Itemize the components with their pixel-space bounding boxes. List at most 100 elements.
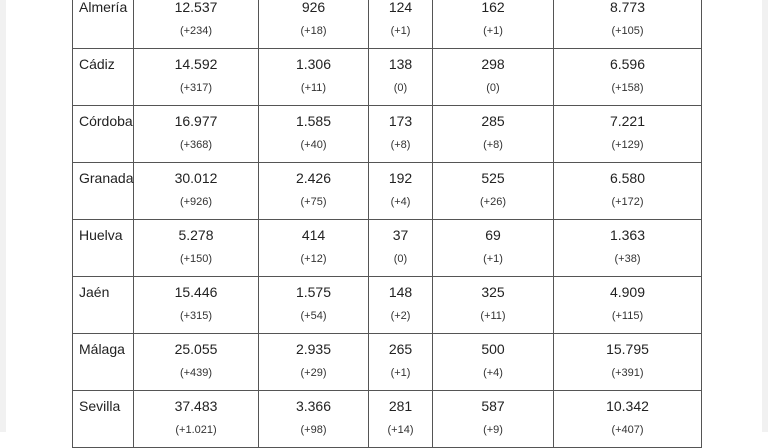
daily-change: (+98) [300, 424, 327, 436]
value-cell: 37 (0) [368, 219, 433, 277]
value-cell: 587 (+9) [432, 390, 554, 448]
daily-change: (+172) [611, 196, 644, 208]
value-cell: 15.446 (+315) [133, 276, 259, 334]
value-cell: 16.977 (+368) [133, 105, 259, 163]
daily-change: (+18) [300, 25, 327, 37]
table-row: Málaga 25.055 (+439) 2.935 (+29) 265 (+1) 500 (+… [72, 333, 702, 391]
province-cell: Córdoba [72, 105, 134, 163]
daily-change: (+439) [179, 367, 213, 379]
table-row: Jaén 15.446 (+315) 1.575 (+54) 148 (+2) 325 (+11… [72, 276, 702, 334]
total-value: 25.055 [174, 341, 218, 357]
daily-change: (+40) [300, 139, 327, 151]
value-cell: 298 (0) [432, 48, 554, 106]
value-cell: 1.363 (+38) [553, 219, 702, 277]
daily-change: (+1) [483, 25, 503, 37]
daily-change: (+234) [179, 25, 213, 37]
value-cell: 4.909 (+115) [553, 276, 702, 334]
daily-change: (0) [393, 82, 408, 94]
total-value: 138 [388, 56, 413, 72]
daily-change: (+2) [390, 310, 411, 322]
province-cell: Jaén [72, 276, 134, 334]
total-value: 265 [388, 341, 413, 357]
daily-change: (+1) [390, 367, 411, 379]
total-value: 414 [301, 227, 326, 243]
table-row: Córdoba 16.977 (+368) 1.585 (+40) 173 (+8) 285 (… [72, 105, 702, 163]
daily-change: (+105) [611, 25, 644, 37]
province-cell: Cádiz [72, 48, 134, 106]
daily-change: (+9) [483, 424, 503, 436]
daily-change: (+150) [179, 253, 213, 265]
value-cell: 1.306 (+11) [258, 48, 369, 106]
total-value: 37 [392, 227, 409, 243]
value-cell: 6.580 (+172) [553, 162, 702, 220]
daily-change: (+54) [300, 310, 327, 322]
daily-change: (+4) [390, 196, 411, 208]
daily-change: (+8) [390, 139, 411, 151]
total-value: 1.575 [295, 284, 332, 300]
daily-change: (+317) [179, 82, 213, 94]
value-cell: 500 (+4) [432, 333, 554, 391]
province-name: Sevilla [79, 398, 121, 414]
total-value: 525 [481, 170, 505, 186]
total-value: 6.596 [609, 56, 646, 72]
table-row: Almería 12.537 (+234) 926 (+18) 124 (+1) 162 (+1… [72, 0, 702, 49]
total-value: 16.977 [174, 113, 218, 129]
province-cell: Almería [72, 0, 134, 49]
province-name: Huelva [79, 227, 123, 243]
value-cell: 173 (+8) [368, 105, 433, 163]
province-data-table: Almería 12.537 (+234) 926 (+18) 124 (+1) 162 (+1… [72, 0, 702, 448]
table-row: Sevilla 37.483 (+1.021) 3.366 (+98) 281 (+14) 5… [72, 390, 702, 448]
daily-change: (+14) [387, 424, 414, 436]
value-cell: 30.012 (+926) [133, 162, 259, 220]
total-value: 12.537 [174, 0, 218, 15]
daily-change: (+1) [483, 253, 503, 265]
daily-change: (+26) [480, 196, 506, 208]
total-value: 926 [301, 0, 326, 15]
daily-change: (+11) [300, 82, 327, 94]
total-value: 173 [388, 113, 413, 129]
total-value: 500 [481, 341, 505, 357]
total-value: 325 [481, 284, 505, 300]
value-cell: 265 (+1) [368, 333, 433, 391]
province-name: Málaga [79, 341, 125, 357]
value-cell: 8.773 (+105) [553, 0, 702, 49]
total-value: 6.580 [609, 170, 646, 186]
daily-change: (+12) [300, 253, 327, 265]
total-value: 15.446 [174, 284, 218, 300]
table-row: Cádiz 14.592 (+317) 1.306 (+11) 138 (0) 298 (0) 6… [72, 48, 702, 106]
value-cell: 6.596 (+158) [553, 48, 702, 106]
province-name: Córdoba [79, 113, 133, 129]
value-cell: 2.426 (+75) [258, 162, 369, 220]
total-value: 2.426 [295, 170, 332, 186]
total-value: 7.221 [609, 113, 646, 129]
total-value: 285 [481, 113, 505, 129]
photo-edge-left [0, 0, 6, 432]
total-value: 15.795 [606, 341, 649, 357]
province-cell: Málaga [72, 333, 134, 391]
total-value: 30.012 [174, 170, 218, 186]
value-cell: 414 (+12) [258, 219, 369, 277]
value-cell: 25.055 (+439) [133, 333, 259, 391]
value-cell: 5.278 (+150) [133, 219, 259, 277]
total-value: 1.363 [609, 227, 646, 243]
daily-change: (+29) [300, 367, 327, 379]
total-value: 298 [481, 56, 505, 72]
province-name: Granada [79, 170, 134, 186]
total-value: 8.773 [609, 0, 646, 15]
daily-change: (+38) [614, 253, 641, 265]
value-cell: 1.575 (+54) [258, 276, 369, 334]
value-cell: 12.537 (+234) [133, 0, 259, 49]
daily-change: (+115) [611, 310, 644, 322]
total-value: 37.483 [174, 398, 218, 414]
daily-change: (+1) [390, 25, 411, 37]
value-cell: 281 (+14) [368, 390, 433, 448]
value-cell: 37.483 (+1.021) [133, 390, 259, 448]
daily-change: (+11) [480, 310, 506, 322]
province-name: Jaén [79, 284, 110, 300]
daily-change: (+158) [611, 82, 644, 94]
daily-change: (+391) [611, 367, 644, 379]
value-cell: 69 (+1) [432, 219, 554, 277]
value-cell: 2.935 (+29) [258, 333, 369, 391]
value-cell: 285 (+8) [432, 105, 554, 163]
daily-change: (+4) [483, 367, 503, 379]
